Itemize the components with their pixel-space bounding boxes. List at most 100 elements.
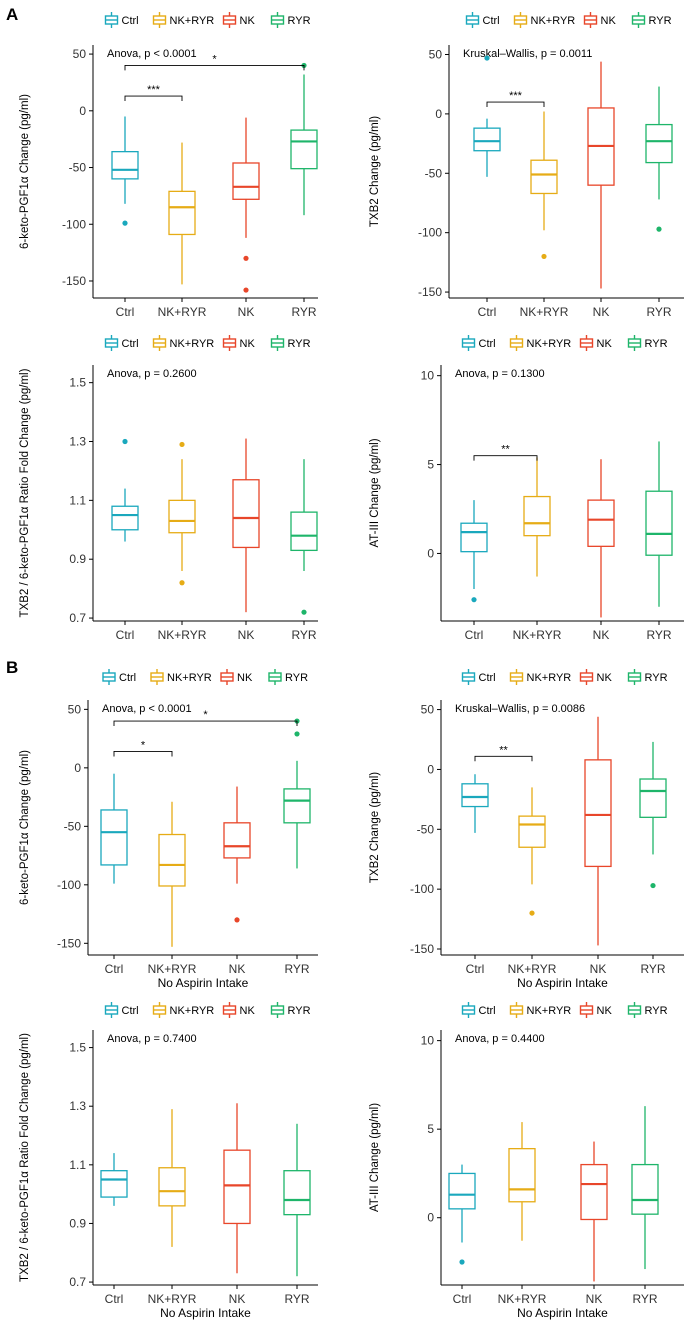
box-nkryr (508, 1122, 536, 1241)
legend-label: Ctrl (122, 15, 139, 27)
legend-key-nk: NK (579, 1002, 613, 1018)
chart-panel-2: Ctrl NK+RYR NK RYR 50 0 -50 -100 -150 Ctrl NK+RYR N… (369, 12, 684, 319)
legend-label: Ctrl (122, 1005, 139, 1017)
bracket-line (474, 755, 533, 762)
legend-label: RYR (645, 672, 668, 684)
x-tick-label: NK+RYR (158, 628, 207, 642)
iqr-box (223, 1149, 251, 1225)
box-nkryr (168, 441, 196, 586)
iqr-box (580, 1163, 608, 1221)
y-axis-title: AT-III Change (pg/ml) (369, 1103, 381, 1212)
y-tick-label: 0.7 (69, 611, 86, 625)
legend-label: Ctrl (479, 672, 496, 684)
legend-key-ctrl: Ctrl (461, 669, 496, 685)
legend-label: NK (597, 1005, 613, 1017)
box-nk (587, 61, 615, 289)
x-tick-label: NK (229, 1292, 246, 1306)
x-tick-label: Ctrl (116, 628, 135, 642)
y-tick-label: 1.3 (69, 1099, 86, 1113)
y-tick-label: 1.5 (69, 376, 86, 390)
box-ryr (290, 459, 318, 615)
x-tick-label: NK+RYR (520, 305, 569, 319)
legend-key-ctrl: Ctrl (461, 335, 496, 351)
iqr-box (645, 123, 673, 164)
legend-key-nk: NK (579, 669, 612, 685)
box-nk (580, 1141, 608, 1282)
legend-key-ctrl: Ctrl (104, 12, 139, 28)
box-nk (232, 117, 260, 293)
legend-label: RYR (645, 1005, 668, 1017)
y-tick-label: 0 (74, 761, 81, 775)
legend-label: NK (237, 672, 253, 684)
x-tick-label: RYR (284, 962, 309, 976)
bracket-line (113, 720, 298, 727)
significance-label: *** (147, 84, 161, 96)
box-ctrl (473, 55, 501, 177)
legend-key-ctrl: Ctrl (102, 669, 136, 685)
legend-label: RYR (285, 672, 308, 684)
x-tick-label: Ctrl (453, 1292, 472, 1306)
box-ryr (283, 718, 311, 869)
y-tick-label: 0 (427, 762, 434, 776)
chart-panel-1: Ctrl NK+RYR NK RYR 50 0 -50 -100 -150 Ctrl NK+RYR N… (19, 12, 318, 319)
legend-key-ctrl: Ctrl (104, 1002, 139, 1018)
iqr-box (290, 129, 318, 170)
significance-label: ** (501, 444, 510, 456)
y-axis-title: 6-keto-PGF1α Change (pg/ml) (19, 750, 31, 905)
x-tick-label: NK (229, 962, 246, 976)
legend-label: NK (240, 15, 256, 27)
y-axis-title: AT-III Change (pg/ml) (369, 438, 381, 547)
legend-label: NK+RYR (527, 672, 572, 684)
y-tick-label: 5 (427, 1122, 434, 1136)
iqr-box (518, 815, 546, 848)
y-tick-label: -150 (418, 285, 442, 299)
x-tick-label: NK (590, 962, 607, 976)
y-axis-title: TXB2 Change (pg/ml) (369, 772, 381, 883)
y-tick-label: 50 (421, 703, 435, 717)
chart-panel-8: Ctrl NK+RYR NK RYR 10 5 0 Ctrl NK+RYR NK RYR No Asp… (369, 1002, 684, 1320)
legend-label: NK (240, 1005, 256, 1017)
x-tick-label: NK (586, 1292, 603, 1306)
iqr-box (232, 479, 260, 549)
outlier-point (541, 253, 547, 260)
legend: Ctrl NK+RYR NK RYR (461, 669, 668, 685)
iqr-box (584, 759, 612, 868)
legend-label: NK+RYR (527, 338, 572, 350)
box-ctrl (460, 500, 488, 603)
legend-key-ryr: RYR (268, 669, 308, 685)
legend-key-nkryr: NK+RYR (150, 669, 212, 685)
significance-label: * (141, 739, 146, 751)
iqr-box (111, 505, 139, 531)
legend-key-ryr: RYR (270, 335, 311, 351)
legend-label: NK+RYR (170, 338, 215, 350)
x-tick-label: Ctrl (105, 1292, 124, 1306)
iqr-box (639, 778, 667, 818)
legend-label: NK (240, 338, 256, 350)
x-tick-label: RYR (632, 1292, 657, 1306)
legend-label: NK+RYR (531, 15, 576, 27)
y-tick-label: -150 (62, 274, 86, 288)
iqr-box (168, 190, 196, 236)
legend-key-nkryr: NK+RYR (152, 1002, 214, 1018)
y-tick-label: -100 (418, 226, 442, 240)
y-tick-label: -50 (69, 161, 87, 175)
legend-label: RYR (288, 15, 311, 27)
box-nk (223, 1103, 251, 1274)
box-ryr (290, 62, 318, 216)
legend-label: NK+RYR (170, 15, 215, 27)
legend-key-ctrl: Ctrl (465, 12, 500, 28)
x-tick-label: RYR (291, 305, 316, 319)
significance-label: * (212, 53, 217, 65)
legend-key-ryr: RYR (627, 335, 668, 351)
legend-key-nkryr: NK+RYR (152, 335, 215, 351)
legend: Ctrl NK+RYR NK RYR (104, 1002, 311, 1018)
outlier-point (656, 226, 662, 232)
y-tick-label: 0.9 (69, 1216, 86, 1230)
outlier-point (294, 731, 300, 737)
x-tick-label: Ctrl (478, 305, 497, 319)
y-tick-label: 0 (427, 1211, 434, 1225)
x-axis-title: No Aspirin Intake (160, 1306, 251, 1320)
legend-key-nk: NK (222, 1002, 256, 1018)
bracket-line (124, 95, 183, 102)
